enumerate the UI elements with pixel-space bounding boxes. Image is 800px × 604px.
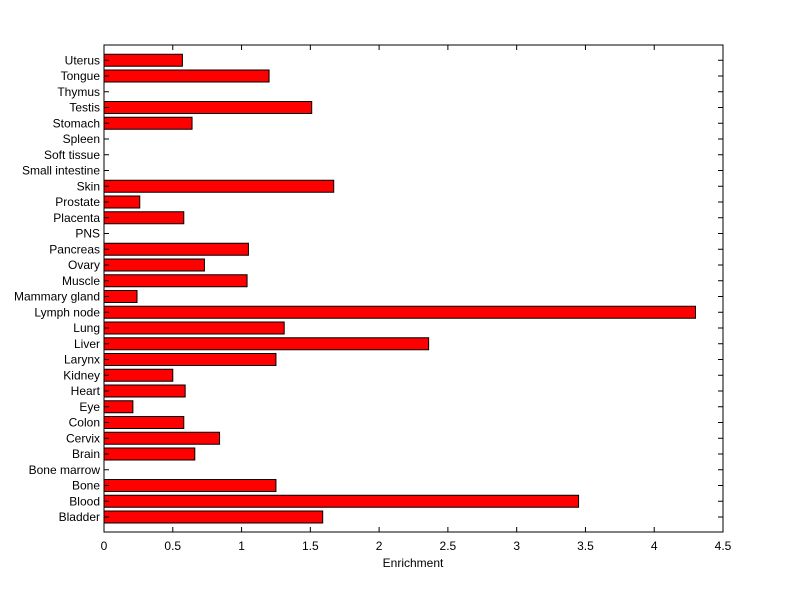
bar-ovary (103, 258, 205, 272)
x-tick-label-1: 0.5 (164, 539, 181, 553)
y-tick-label-blood: Blood (69, 494, 100, 508)
y-tick-label-bladder: Bladder (59, 510, 100, 524)
bar-bone (103, 479, 277, 492)
bar-uterus (103, 53, 183, 67)
bar-larynx (103, 353, 277, 366)
y-tick-label-mammary-gland: Mammary gland (14, 290, 100, 304)
y-tick-label-liver: Liver (74, 337, 100, 351)
bar-stomach (103, 116, 193, 130)
y-tick-label-muscle: Muscle (62, 274, 100, 288)
bar-placenta (103, 211, 185, 225)
x-tick-label-0: 0 (101, 539, 108, 553)
y-tick-label-kidney: Kidney (63, 368, 100, 382)
bar-blood (103, 494, 580, 508)
bar-prostate (103, 195, 141, 209)
y-tick-label-colon: Colon (69, 416, 100, 430)
x-tick-label-3: 1.5 (302, 539, 319, 553)
y-tick-label-small-intestine: Small intestine (22, 164, 100, 178)
bar-lung (103, 321, 285, 335)
bar-lymph-node (103, 305, 696, 319)
y-tick-label-bone-marrow: Bone marrow (29, 463, 101, 477)
bar-muscle (103, 274, 248, 288)
y-tick-label-thymus: Thymus (57, 85, 100, 99)
y-tick-label-prostate: Prostate (55, 195, 100, 209)
bar-kidney (103, 368, 174, 382)
y-tick-label-pancreas: Pancreas (49, 242, 100, 256)
x-axis-label: Enrichment (383, 556, 444, 570)
x-tick-label-8: 4 (651, 539, 658, 553)
bar-testis (103, 101, 313, 114)
y-tick-label-skin: Skin (77, 179, 100, 193)
axes-box (103, 44, 724, 533)
y-tick-label-soft-tissue: Soft tissue (44, 148, 100, 162)
y-tick-label-lymph-node: Lymph node (34, 305, 100, 319)
y-tick-label-placenta: Placenta (53, 211, 100, 225)
y-tick-label-pns: PNS (75, 227, 100, 241)
bar-heart (103, 384, 186, 398)
y-tick-label-heart: Heart (71, 384, 101, 398)
y-tick-label-uterus: Uterus (65, 53, 100, 67)
y-tick-label-ovary: Ovary (68, 258, 100, 272)
y-tick-label-eye: Eye (79, 400, 100, 414)
x-tick-label-7: 3.5 (577, 539, 594, 553)
bar-tongue (103, 69, 270, 83)
ticks-layer (103, 45, 724, 532)
y-tick-label-stomach: Stomach (53, 116, 100, 130)
y-tick-label-lung: Lung (73, 321, 100, 335)
bar-bladder (103, 510, 324, 524)
bar-skin (103, 179, 335, 193)
x-tick-labels: 0 0.5 1 1.5 2 2.5 3 3.5 4 4.5 (101, 539, 732, 553)
bar-colon (103, 416, 185, 429)
bar-cervix (103, 431, 221, 445)
bars-layer (103, 53, 696, 524)
y-tick-label-brain: Brain (72, 447, 100, 461)
bar-brain (103, 447, 196, 461)
y-tick-label-tongue: Tongue (61, 69, 101, 83)
x-tick-label-6: 3 (513, 539, 520, 553)
x-tick-label-9: 4.5 (715, 539, 732, 553)
bar-pancreas (103, 242, 249, 256)
y-tick-label-spleen: Spleen (63, 132, 100, 146)
y-tick-label-bone: Bone (72, 479, 100, 493)
y-tick-label-larynx: Larynx (64, 353, 100, 367)
bar-liver (103, 337, 430, 351)
x-tick-label-4: 2 (376, 539, 383, 553)
x-tick-label-5: 2.5 (440, 539, 457, 553)
y-tick-label-cervix: Cervix (66, 431, 100, 445)
y-tick-label-testis: Testis (69, 101, 100, 115)
x-tick-label-2: 1 (238, 539, 245, 553)
